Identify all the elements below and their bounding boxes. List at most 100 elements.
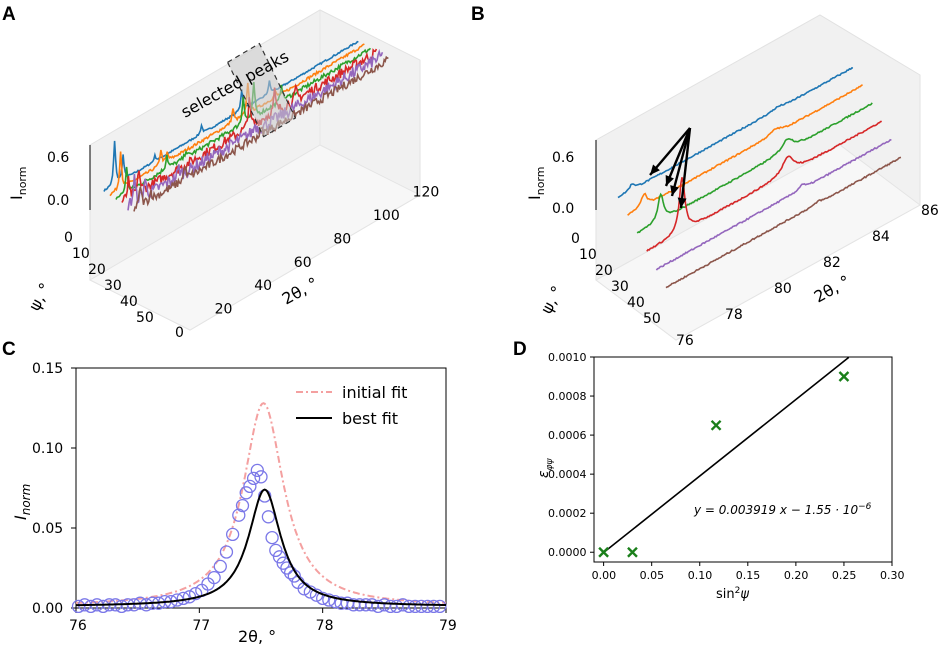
panel-d-ytick: 0.0000 xyxy=(548,546,587,559)
panel-c-ytick: 0.10 xyxy=(32,441,63,457)
panel-c-axes-frame xyxy=(75,367,447,609)
panel-c-xlabel: 2θ, ° xyxy=(238,627,276,646)
strain-point-stroke xyxy=(627,546,638,558)
panel-a-ztick: 0.0 xyxy=(47,193,69,209)
panel-b-series-3 xyxy=(646,120,882,252)
panel-d-ytick: 0.0008 xyxy=(548,390,587,403)
peak-shift-arrow-head-1 xyxy=(665,175,674,186)
strain-point-stroke xyxy=(710,419,722,431)
panel-b-xtick: 78 xyxy=(725,307,743,323)
data-point xyxy=(232,508,246,522)
panel-a-series-4 xyxy=(127,48,384,211)
strain-point-stroke xyxy=(598,546,609,558)
panel-c-xtick: 77 xyxy=(192,618,210,634)
panel-b-ytick: 30 xyxy=(611,279,629,295)
panel-b-series-5 xyxy=(665,156,902,289)
panel-a-ytick: 20 xyxy=(88,262,106,278)
strain-point xyxy=(627,546,638,558)
panel-d-xtick: 0.00 xyxy=(592,569,617,582)
panel-c-xtick: 76 xyxy=(69,618,87,634)
data-point xyxy=(261,510,276,524)
data-point xyxy=(272,550,287,564)
panel-a-xtick: 20 xyxy=(215,302,233,318)
peak-shift-arrow-head-0 xyxy=(650,164,660,175)
data-point xyxy=(269,543,283,558)
panel-d-axes-frame xyxy=(593,356,893,563)
panel-b-xtick: 86 xyxy=(921,203,939,219)
data-point xyxy=(265,530,279,545)
panel-a-series-1 xyxy=(109,43,365,197)
panel-b-ytick: 40 xyxy=(627,295,645,311)
panel-c-xtick: 79 xyxy=(439,618,457,634)
panel-b-xtick: 82 xyxy=(823,255,841,271)
legend-initial-fit-label: initial fit xyxy=(342,383,407,402)
data-point xyxy=(427,599,441,614)
strain-point xyxy=(710,419,722,431)
best-fit-curve xyxy=(76,488,446,607)
panel-d-ytick: 0.0004 xyxy=(548,468,587,481)
panel-label-c: C xyxy=(2,339,16,360)
panel-d-ytick: 0.0002 xyxy=(548,507,587,520)
data-point xyxy=(188,586,203,601)
panel-a-zlabel: Inorm xyxy=(7,167,29,200)
peak-shift-arrow-0 xyxy=(649,127,691,176)
initial-fit-curve xyxy=(76,402,447,604)
panel-b-xtick: 80 xyxy=(774,281,792,297)
panel-d-xtick: 0.10 xyxy=(688,569,713,582)
panel-c-ytick: 0.05 xyxy=(32,521,63,537)
panel-b-ytick: 0 xyxy=(571,231,580,247)
panel-c-ytick: 0.00 xyxy=(32,601,63,617)
panel-label-d: D xyxy=(513,339,527,360)
panel-b-ztick: 0.0 xyxy=(552,201,574,217)
panel-d-xtick: 0.25 xyxy=(832,569,857,582)
panel-b-traces xyxy=(617,67,902,289)
panel-d-xlabel: sin2ψ xyxy=(716,586,749,602)
panel-c-ticks: 76 77 78 79 0.00 0.05 0.10 0.15 xyxy=(32,361,457,634)
panel-d-equation: y = 0.003919 x − 1.55 · 10−6 xyxy=(693,502,872,517)
panel-c-ylabel: Inorm xyxy=(11,484,33,520)
data-point xyxy=(246,471,261,486)
peak-shift-arrow-1 xyxy=(664,127,692,187)
panel-d-ticks: 0.00 0.05 0.10 0.15 0.20 0.25 0.30 0.0000 0.0002… xyxy=(548,351,905,582)
regression-line xyxy=(603,356,850,554)
data-point xyxy=(433,599,447,614)
panel-d-xtick: 0.15 xyxy=(736,569,761,582)
panel-a-xtick: 0 xyxy=(175,325,184,341)
panel-a-ytick: 10 xyxy=(72,246,90,262)
panel-b-ytick: 20 xyxy=(595,263,613,279)
panel-a-ytick: 50 xyxy=(136,310,154,326)
data-point xyxy=(213,559,227,574)
data-point xyxy=(276,556,290,570)
panel-c-ytick: 0.15 xyxy=(32,361,63,377)
data-point xyxy=(316,591,330,606)
panel-a-ztick: 0.6 xyxy=(47,150,69,166)
peak-shift-arrow-head-3 xyxy=(677,197,687,208)
panel-d-ytick: 0.0006 xyxy=(548,429,587,442)
panel-b-ytick: 10 xyxy=(579,247,597,263)
panel-d-xtick: 0.05 xyxy=(640,569,665,582)
panel-a-xtick: 60 xyxy=(294,255,312,271)
panel-b-xtick: 84 xyxy=(872,229,890,245)
panel-a-xlabel: 2θ, ° xyxy=(279,273,322,308)
panel-b-ztick: 0.6 xyxy=(552,150,574,166)
legend-best-fit-label: best fit xyxy=(342,409,398,428)
panel-a-selection xyxy=(226,42,297,138)
panel-b-ytick: 50 xyxy=(643,311,661,327)
panel-a-floor-pane xyxy=(88,144,422,331)
panel-a-ylabel: ψ, ° xyxy=(25,280,55,314)
panel-d-ytick: 0.0010 xyxy=(548,351,587,364)
panel-a-ytick: 40 xyxy=(120,294,138,310)
data-point xyxy=(239,486,253,500)
panel-b-series-4 xyxy=(655,138,892,271)
panel-d: D 0.00 0.05 0.10 0.15 0.20 0.25 0.300.00000.00… xyxy=(513,339,905,602)
panel-a-ytick: 30 xyxy=(104,278,122,294)
data-point xyxy=(207,570,221,585)
data-point xyxy=(235,498,250,513)
data-point xyxy=(250,463,264,478)
panel-c-xtick: 78 xyxy=(316,618,334,634)
selected-peaks-box xyxy=(226,42,297,138)
peak-shift-arrow-3 xyxy=(679,127,692,209)
